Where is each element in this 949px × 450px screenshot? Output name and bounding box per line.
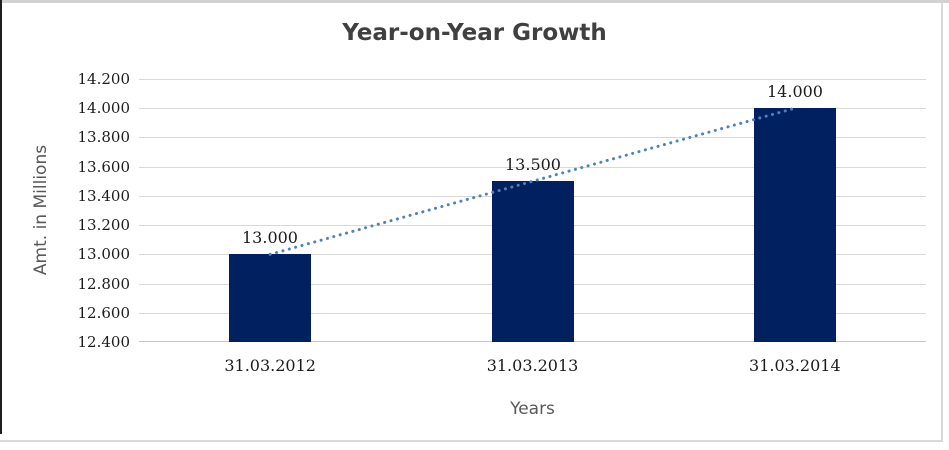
frame-border-top (0, 0, 949, 3)
trendline (268, 106, 797, 256)
bar-value-label: 14.000 (767, 82, 823, 101)
x-tick-label: 31.03.2012 (224, 356, 316, 375)
chart-title: Year-on-Year Growth (342, 20, 607, 46)
y-tick-label: 13.000 (77, 245, 131, 264)
y-tick-label: 12.600 (77, 303, 131, 322)
gridline (139, 137, 926, 138)
y-axis-tick-labels: 12.400 12.600 12.800 13.000 13.200 13.400 13.6… (0, 70, 131, 351)
frame-border-right (941, 3, 943, 442)
x-axis-tick-labels: 31.03.2012 31.03.2013 31.03.2014 (139, 356, 926, 378)
frame-border-bottom (0, 440, 943, 442)
gridline (139, 108, 926, 109)
trendline-dotted-segment (268, 106, 797, 256)
y-tick-label: 13.400 (77, 186, 131, 205)
y-tick-label: 13.800 (77, 128, 131, 147)
y-tick-label: 13.200 (77, 216, 131, 235)
plot-area: 13.000 13.500 14.000 (139, 79, 926, 342)
bar-value-label: 13.500 (505, 155, 561, 174)
y-tick-label: 12.800 (77, 274, 131, 293)
x-axis-title: Years (510, 399, 555, 419)
y-tick-label: 14.000 (77, 99, 131, 118)
bar-value-label: 13.000 (242, 228, 298, 247)
bar-31.03.2013 (492, 181, 574, 342)
bar-31.03.2014 (754, 108, 836, 342)
gridline (139, 79, 926, 80)
y-tick-label: 13.600 (77, 157, 131, 176)
bar-31.03.2012 (229, 254, 311, 342)
y-tick-label: 14.200 (77, 70, 131, 88)
gridline (139, 167, 926, 168)
x-tick-label: 31.03.2013 (486, 356, 579, 375)
y-tick-label: 12.400 (77, 333, 131, 351)
frame-border-left (0, 0, 2, 434)
x-tick-label: 31.03.2014 (749, 356, 841, 375)
